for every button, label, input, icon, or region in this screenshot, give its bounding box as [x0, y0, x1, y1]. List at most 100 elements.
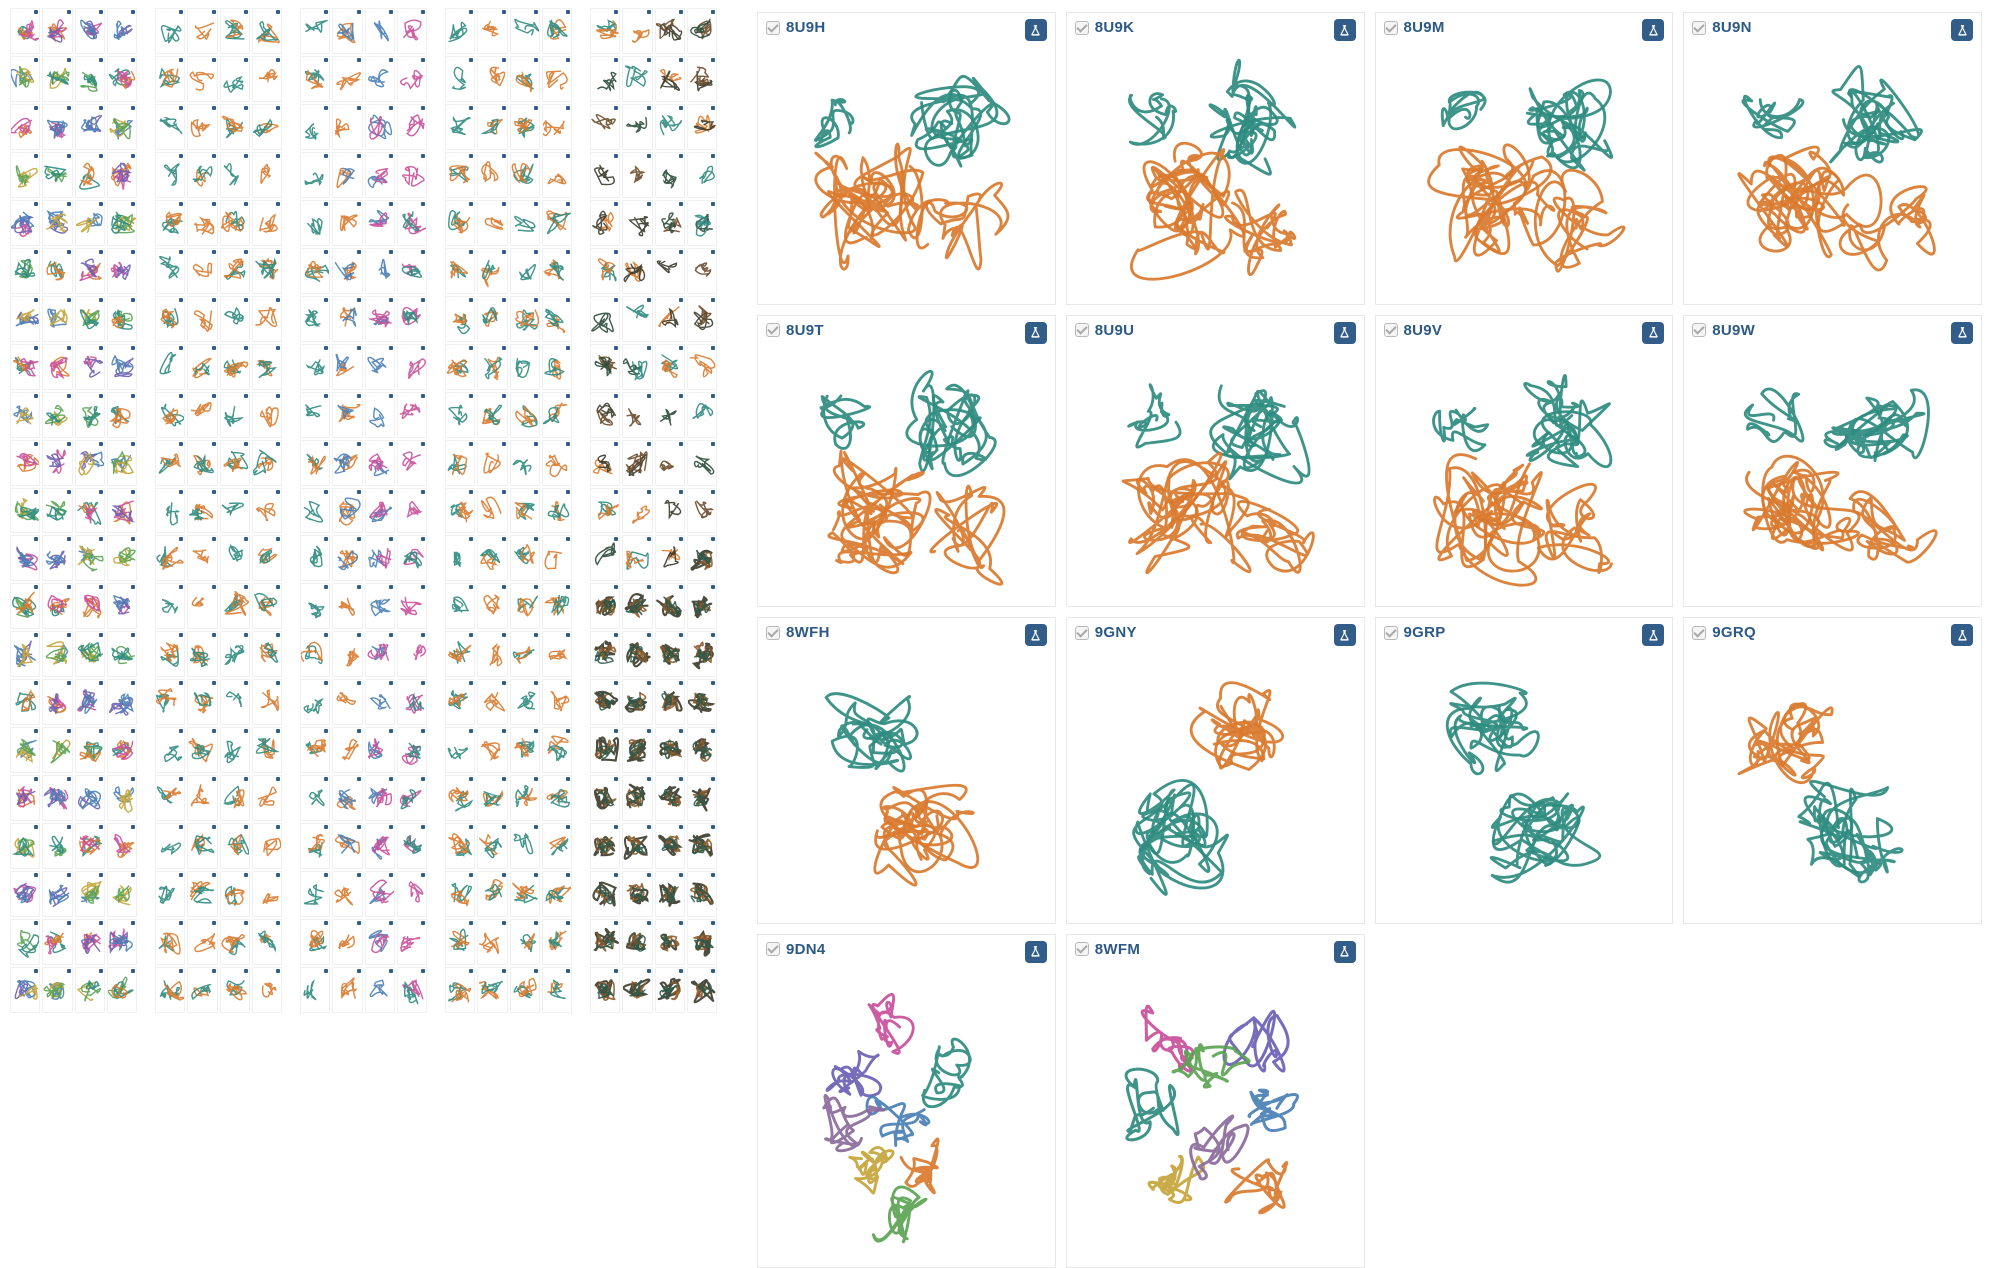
experimental-badge[interactable]	[1025, 941, 1047, 963]
thumbnail-cell[interactable]	[107, 248, 137, 294]
thumbnail-cell[interactable]	[365, 535, 395, 581]
thumbnail-cell[interactable]	[220, 823, 250, 869]
thumbnail-cell[interactable]	[155, 631, 185, 677]
thumbnail-cell[interactable]	[220, 631, 250, 677]
thumbnail-cell[interactable]	[477, 727, 507, 773]
thumbnail-cell[interactable]	[75, 967, 105, 1013]
thumbnail-cell[interactable]	[252, 535, 282, 581]
thumbnail-cell[interactable]	[332, 200, 362, 246]
pdb-id-link[interactable]: 9GRQ	[1712, 624, 1756, 641]
thumbnail-cell[interactable]	[655, 296, 685, 342]
thumbnail-cell[interactable]	[477, 631, 507, 677]
thumbnail-cell[interactable]	[187, 56, 217, 102]
experimental-badge[interactable]	[1951, 322, 1973, 344]
thumbnail-cell[interactable]	[220, 440, 250, 486]
thumbnail-cell[interactable]	[300, 775, 330, 821]
thumbnail-cell[interactable]	[445, 488, 475, 534]
experimental-badge[interactable]	[1642, 19, 1664, 41]
thumbnail-cell[interactable]	[10, 440, 40, 486]
thumbnail-cell[interactable]	[300, 583, 330, 629]
thumbnail-cell[interactable]	[107, 775, 137, 821]
thumbnail-cell[interactable]	[75, 440, 105, 486]
thumbnail-cell[interactable]	[107, 8, 137, 54]
thumbnail-cell[interactable]	[510, 8, 540, 54]
thumbnail-cell[interactable]	[332, 727, 362, 773]
thumbnail-cell[interactable]	[187, 583, 217, 629]
thumbnail-cell[interactable]	[510, 200, 540, 246]
thumbnail-cell[interactable]	[107, 967, 137, 1013]
thumbnail-cell[interactable]	[155, 488, 185, 534]
thumbnail-cell[interactable]	[75, 152, 105, 198]
thumbnail-cell[interactable]	[187, 488, 217, 534]
thumbnail-cell[interactable]	[590, 871, 620, 917]
thumbnail-cell[interactable]	[155, 679, 185, 725]
thumbnail-cell[interactable]	[590, 535, 620, 581]
thumbnail-cell[interactable]	[75, 583, 105, 629]
thumbnail-cell[interactable]	[10, 919, 40, 965]
thumbnail-cell[interactable]	[397, 727, 427, 773]
thumbnail-cell[interactable]	[655, 631, 685, 677]
thumbnail-cell[interactable]	[510, 823, 540, 869]
thumbnail-cell[interactable]	[445, 56, 475, 102]
thumbnail-cell[interactable]	[42, 248, 72, 294]
thumbnail-cell[interactable]	[687, 967, 717, 1013]
thumbnail-cell[interactable]	[655, 583, 685, 629]
structure-card[interactable]: 8U9K	[1066, 12, 1365, 305]
thumbnail-cell[interactable]	[655, 679, 685, 725]
thumbnail-cell[interactable]	[107, 344, 137, 390]
thumbnail-cell[interactable]	[622, 296, 652, 342]
thumbnail-cell[interactable]	[365, 56, 395, 102]
thumbnail-cell[interactable]	[75, 488, 105, 534]
thumbnail-cell[interactable]	[397, 775, 427, 821]
thumbnail-cell[interactable]	[622, 200, 652, 246]
thumbnail-cell[interactable]	[300, 56, 330, 102]
thumbnail-cell[interactable]	[542, 535, 572, 581]
thumbnail-cell[interactable]	[510, 248, 540, 294]
structure-thumbnail[interactable]	[1067, 964, 1364, 1267]
select-checkbox[interactable]	[1075, 21, 1089, 35]
thumbnail-cell[interactable]	[252, 919, 282, 965]
thumbnail-cell[interactable]	[187, 344, 217, 390]
thumbnail-cell[interactable]	[445, 631, 475, 677]
thumbnail-cell[interactable]	[477, 679, 507, 725]
thumbnail-cell[interactable]	[510, 344, 540, 390]
thumbnail-cell[interactable]	[42, 440, 72, 486]
thumbnail-cell[interactable]	[542, 727, 572, 773]
thumbnail-cell[interactable]	[365, 775, 395, 821]
thumbnail-cell[interactable]	[332, 679, 362, 725]
thumbnail-cell[interactable]	[477, 535, 507, 581]
pdb-id-link[interactable]: 9GRP	[1404, 624, 1446, 641]
experimental-badge[interactable]	[1025, 322, 1047, 344]
thumbnail-cell[interactable]	[10, 392, 40, 438]
thumbnail-cell[interactable]	[220, 200, 250, 246]
thumbnail-cell[interactable]	[365, 296, 395, 342]
thumbnail-cell[interactable]	[300, 535, 330, 581]
thumbnail-cell[interactable]	[365, 248, 395, 294]
thumbnail-cell[interactable]	[107, 56, 137, 102]
thumbnail-cell[interactable]	[187, 248, 217, 294]
thumbnail-cell[interactable]	[477, 440, 507, 486]
thumbnail-cell[interactable]	[445, 871, 475, 917]
thumbnail-cell[interactable]	[300, 152, 330, 198]
thumbnail-cell[interactable]	[187, 152, 217, 198]
thumbnail-cell[interactable]	[155, 919, 185, 965]
thumbnail-cell[interactable]	[155, 152, 185, 198]
thumbnail-cell[interactable]	[397, 344, 427, 390]
thumbnail-cell[interactable]	[445, 679, 475, 725]
thumbnail-cell[interactable]	[622, 8, 652, 54]
thumbnail-cell[interactable]	[655, 8, 685, 54]
thumbnail-cell[interactable]	[477, 56, 507, 102]
thumbnail-cell[interactable]	[622, 583, 652, 629]
thumbnail-cell[interactable]	[687, 583, 717, 629]
thumbnail-cell[interactable]	[622, 631, 652, 677]
thumbnail-cell[interactable]	[687, 392, 717, 438]
thumbnail-cell[interactable]	[365, 104, 395, 150]
thumbnail-cell[interactable]	[75, 8, 105, 54]
thumbnail-cell[interactable]	[365, 727, 395, 773]
thumbnail-cell[interactable]	[252, 56, 282, 102]
thumbnail-cell[interactable]	[332, 919, 362, 965]
thumbnail-cell[interactable]	[187, 775, 217, 821]
thumbnail-cell[interactable]	[655, 152, 685, 198]
thumbnail-cell[interactable]	[75, 56, 105, 102]
thumbnail-cell[interactable]	[622, 967, 652, 1013]
